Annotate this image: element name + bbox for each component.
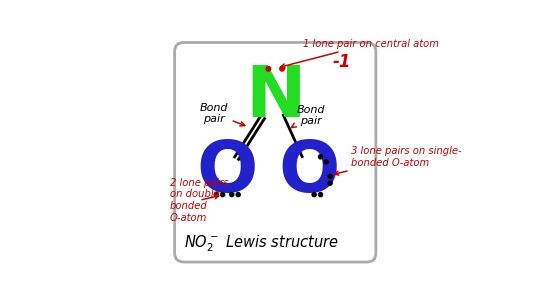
Circle shape — [312, 192, 316, 197]
Text: O: O — [197, 138, 258, 207]
Circle shape — [318, 155, 323, 159]
Circle shape — [318, 192, 323, 197]
Text: 2 lone pairs
on double-
bonded
O-atom: 2 lone pairs on double- bonded O-atom — [170, 178, 229, 223]
Text: 3 lone pairs on single-
bonded O-atom: 3 lone pairs on single- bonded O-atom — [335, 146, 461, 175]
Circle shape — [221, 192, 225, 197]
Text: Bond
pair: Bond pair — [199, 102, 245, 126]
Circle shape — [328, 181, 332, 185]
Circle shape — [324, 160, 328, 164]
Text: -1: -1 — [333, 53, 351, 71]
Circle shape — [328, 174, 332, 178]
Circle shape — [230, 192, 234, 197]
Circle shape — [280, 67, 284, 71]
Circle shape — [214, 192, 218, 197]
Text: N: N — [245, 63, 306, 132]
Text: Bond
pair: Bond pair — [291, 105, 325, 128]
Circle shape — [266, 67, 271, 71]
Text: $\mathit{NO_2^-}$$\mathit{\ Lewis\ structure}$: $\mathit{NO_2^-}$$\mathit{\ Lewis\ struc… — [184, 233, 339, 254]
Circle shape — [236, 192, 240, 197]
Text: 1 lone pair on central atom: 1 lone pair on central atom — [281, 39, 438, 68]
Text: O: O — [279, 138, 340, 207]
